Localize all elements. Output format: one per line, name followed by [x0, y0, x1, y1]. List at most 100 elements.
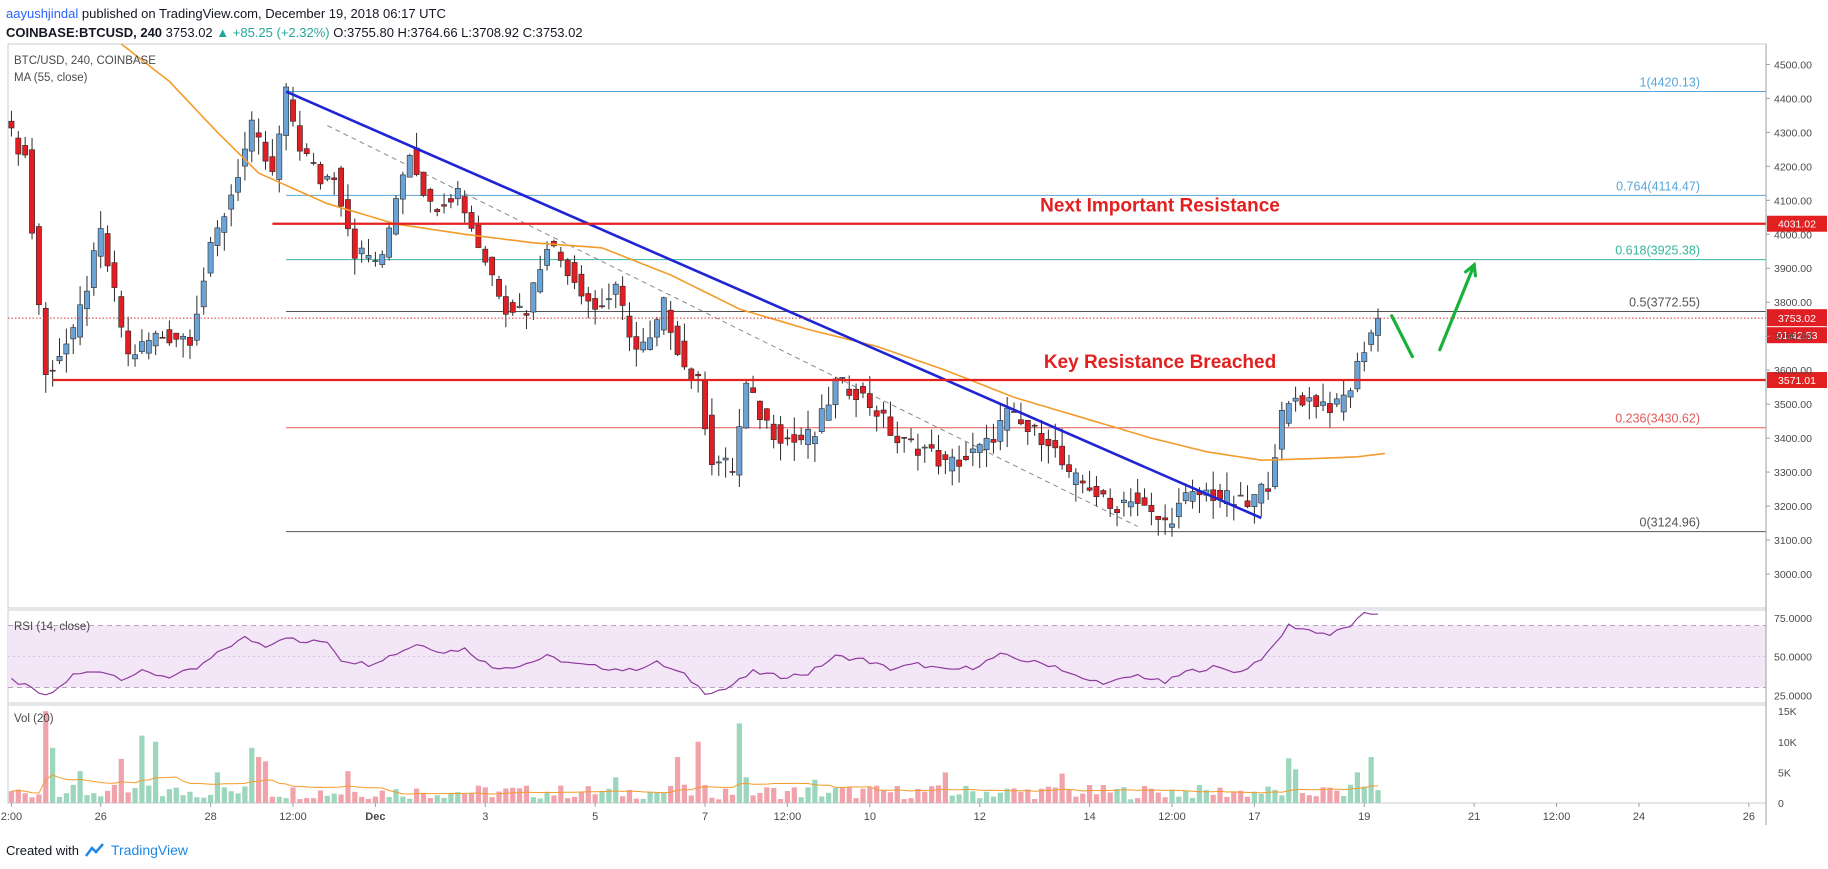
candle [860, 385, 866, 394]
time-tick-label: Dec [365, 811, 385, 823]
candle [750, 387, 756, 393]
fib-level-label: 0.5(3772.55) [1629, 296, 1700, 310]
volume-bar [908, 798, 914, 803]
candle [125, 330, 132, 355]
channel-line [327, 125, 1138, 527]
author-link[interactable]: aayushjindal [6, 6, 79, 21]
candle [1169, 523, 1175, 528]
volume-tick-label: 10K [1778, 737, 1797, 749]
candle [1333, 398, 1340, 405]
candle [1079, 480, 1086, 484]
volume-bar [1100, 785, 1106, 803]
volume-bar [935, 785, 942, 803]
volume-bar [1244, 796, 1251, 803]
candle [1347, 390, 1354, 398]
candle [159, 336, 166, 339]
candle [832, 378, 839, 405]
moving-average-line [120, 43, 1386, 462]
volume-bar [798, 797, 804, 803]
volume-bar [352, 791, 358, 803]
candle [914, 448, 921, 456]
time-tick-label: 5 [592, 811, 598, 823]
volume-bar [43, 711, 49, 803]
symbol-label: COINBASE:BTCUSD, 240 [6, 25, 163, 40]
candle [1066, 464, 1072, 472]
volume-bar [56, 796, 63, 803]
volume-bar [640, 798, 646, 803]
candle [1175, 502, 1182, 517]
candle [1361, 352, 1368, 363]
volume-bar [585, 786, 591, 803]
volume-bar [434, 795, 440, 803]
volume-bar [221, 787, 227, 803]
volume-bar [1224, 796, 1230, 803]
tradingview-link[interactable]: TradingView [110, 842, 189, 858]
candle [345, 199, 351, 230]
candle [1038, 432, 1045, 446]
volume-pane-title: Vol (20) [14, 713, 54, 725]
volume-bar [1148, 788, 1154, 803]
time-tick-label: 14 [1083, 811, 1095, 823]
price-change: ▲ +85.25 (+2.32%) [216, 25, 330, 40]
volume-bar [997, 792, 1003, 803]
volume-ma-line [11, 774, 1379, 795]
volume-bar [1128, 799, 1134, 803]
volume-bar [125, 792, 131, 803]
candle [1320, 401, 1326, 406]
candle [1299, 395, 1306, 406]
volume-bar [551, 795, 557, 803]
published-text: published on TradingView.com, December 1… [81, 6, 446, 21]
volume-bar [949, 795, 955, 803]
candle [654, 319, 660, 338]
volume-bar [942, 772, 948, 803]
volume-bar [201, 797, 207, 803]
volume-bar [139, 735, 145, 803]
candle [255, 132, 262, 138]
candle [1327, 403, 1333, 414]
candle [1024, 420, 1031, 432]
price-tick-label: 3600.00 [1774, 365, 1812, 377]
volume-bar [1320, 787, 1326, 803]
last-price-tag [1767, 309, 1827, 327]
volume-bar [36, 794, 42, 803]
candle [338, 167, 344, 207]
candle [564, 259, 571, 277]
volume-bar [723, 788, 729, 803]
volume-bar [228, 791, 234, 803]
volume-bar [242, 786, 248, 803]
volume-bar [400, 796, 406, 803]
time-tick-label: 19 [1358, 811, 1370, 823]
candle [1182, 492, 1189, 502]
time-tick-label: 10 [864, 811, 876, 823]
green-arrow-head [1464, 261, 1478, 278]
volume-bar [1004, 788, 1010, 803]
volume-bar [1162, 797, 1168, 803]
candle [132, 354, 138, 360]
volume-bar [441, 797, 447, 803]
volume-bar [207, 794, 214, 803]
price-tick-label: 4300.00 [1774, 127, 1812, 139]
candle [1086, 487, 1093, 491]
candle [372, 260, 379, 262]
candle [530, 282, 537, 313]
candle [1189, 491, 1196, 502]
candle [688, 368, 695, 380]
volume-bar [516, 788, 523, 803]
candle [393, 198, 399, 235]
volume-bar [146, 785, 152, 803]
candle [15, 137, 22, 155]
volume-bar [290, 787, 296, 803]
resistance-label: Next Important Resistance [1040, 196, 1280, 217]
candle [908, 438, 914, 441]
time-tick-label: 12:00 [774, 811, 802, 823]
volume-bar [427, 798, 433, 803]
volume-bar [365, 798, 372, 803]
volume-bar [331, 793, 337, 803]
candle [8, 120, 15, 129]
candle [331, 177, 338, 180]
candle [310, 162, 317, 164]
volume-bar [626, 789, 633, 803]
candle [200, 280, 207, 308]
volume-bar [915, 788, 921, 803]
